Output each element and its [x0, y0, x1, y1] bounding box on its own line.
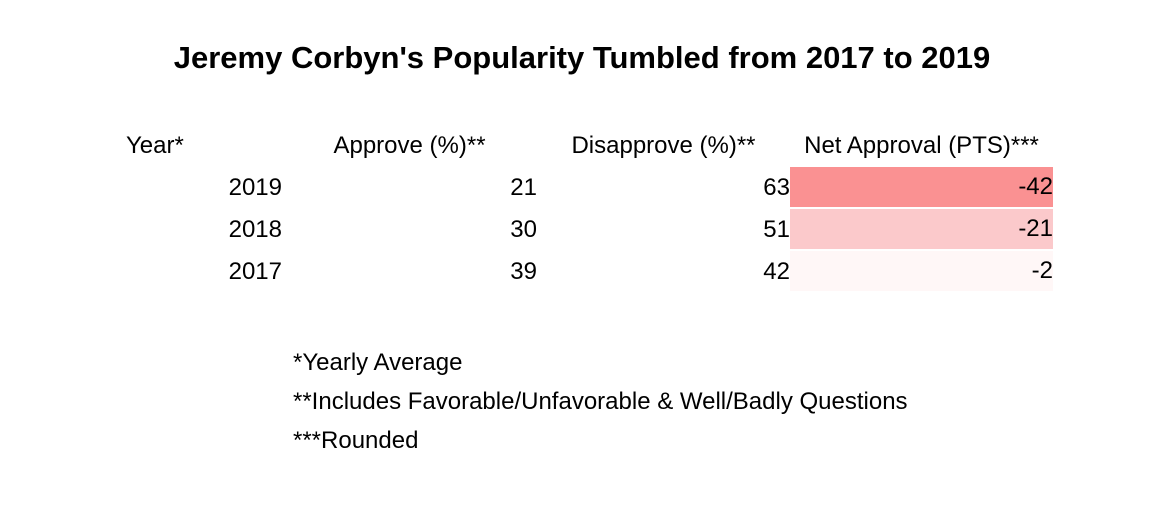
approve-cell: 39	[510, 258, 537, 285]
disapprove-cell: 51	[763, 216, 790, 243]
net-approval-cell: -21	[790, 209, 1053, 251]
table-row-2019: 2019 21 63 -42	[126, 167, 1053, 209]
footnote-rounded: ***Rounded	[293, 427, 419, 454]
table-row-2018: 2018 30 51 -21	[126, 209, 1053, 251]
year-cell: 2019	[228, 174, 282, 201]
footnote-question-types: **Includes Favorable/Unfavorable & Well/…	[293, 388, 908, 415]
header-net-approval: Net Approval (PTS)***	[804, 132, 1039, 159]
table-row-2017: 2017 39 42 -2	[126, 251, 1053, 293]
approve-cell: 30	[510, 216, 537, 243]
header-year: Year*	[126, 132, 184, 159]
header-approve: Approve (%)**	[333, 132, 486, 159]
footnotes: *Yearly Average **Includes Favorable/Unf…	[293, 343, 908, 460]
chart-title: Jeremy Corbyn's Popularity Tumbled from …	[173, 40, 991, 75]
header-disapprove: Disapprove (%)**	[571, 132, 756, 159]
year-cell: 2017	[228, 258, 282, 285]
disapprove-cell: 42	[763, 258, 790, 285]
approve-cell: 21	[510, 174, 537, 201]
popularity-table: Year* Approve (%)** Disapprove (%)** Net…	[126, 125, 1053, 293]
net-approval-cell: -42	[790, 167, 1053, 209]
disapprove-cell: 63	[763, 174, 790, 201]
footnote-yearly-average: *Yearly Average	[293, 349, 463, 376]
table-header-row: Year* Approve (%)** Disapprove (%)** Net…	[126, 125, 1053, 167]
net-approval-cell: -2	[790, 251, 1053, 293]
year-cell: 2018	[228, 216, 282, 243]
